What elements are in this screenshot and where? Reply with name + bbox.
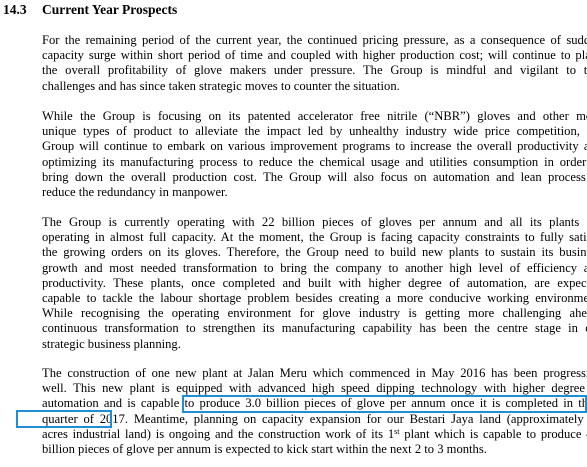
paragraph-3: The Group is currently operating with 22…: [42, 215, 587, 352]
paragraph-line: continuous transformation to strengthen …: [42, 321, 587, 336]
paragraph-line: capacity surge within short period of ti…: [42, 48, 587, 63]
ordinal-suffix: st: [394, 426, 400, 436]
section-title: Current Year Prospects: [42, 2, 178, 17]
paragraph-line: The construction of one new plant at Jal…: [42, 366, 587, 380]
paragraph-1: For the remaining period of the current …: [42, 33, 587, 94]
paragraph-line: While the Group is focusing on its paten…: [42, 109, 587, 123]
paragraph-line: strategic business planning.: [42, 336, 181, 351]
line-text: acres industrial land) is ongoing and th…: [42, 426, 395, 441]
paragraph-line: automation and is capable to produce 3.0…: [42, 396, 587, 411]
paragraph-line: capable to tackle the labour shortage pr…: [42, 290, 587, 305]
paragraph-line: reduce the redundancy in manpower.: [42, 184, 228, 199]
paragraph-line: Group will continue to embark on various…: [42, 139, 587, 154]
paragraph-2: While the Group is focusing on its paten…: [42, 109, 587, 200]
paragraph-line: operating in almost full capacity. At th…: [42, 230, 587, 245]
paragraph-line: While recognising the operating environm…: [42, 306, 587, 321]
paragraph-line: challenges and has since taken strategic…: [42, 78, 400, 93]
section-number: 14.3: [3, 2, 27, 17]
paragraph-line: the overall profitability of glove maker…: [42, 63, 587, 78]
paragraph-line: billion pieces of glove per annum is exp…: [42, 441, 487, 456]
paragraph-4: The construction of one new plant at Jal…: [42, 366, 587, 457]
paragraph-line: the growing orders on its gloves. Theref…: [42, 245, 587, 260]
paragraph-line: acres industrial land) is ongoing and th…: [42, 427, 587, 442]
paragraph-line: well. This new plant is equipped with ad…: [42, 381, 587, 396]
paragraph-line: quarter of 2017. Meantime, planning on c…: [42, 411, 587, 426]
paragraph-line: optimizing its manufacturing process to …: [42, 154, 587, 169]
paragraph-line: The Group is currently operating with 22…: [42, 215, 587, 229]
line-text: plant which is capable to produce 4.5: [399, 426, 587, 441]
section-heading: 14.3 Current Year Prospects: [3, 2, 177, 18]
paragraph-line: productivity. These plants, once complet…: [42, 275, 587, 290]
paragraph-line: growth and most needed transformation to…: [42, 260, 587, 275]
paragraph-line: For the remaining period of the current …: [42, 33, 587, 47]
paragraph-line: unique types of product to alleviate the…: [42, 124, 587, 139]
paragraph-line: bring down the overall production cost. …: [42, 169, 587, 184]
